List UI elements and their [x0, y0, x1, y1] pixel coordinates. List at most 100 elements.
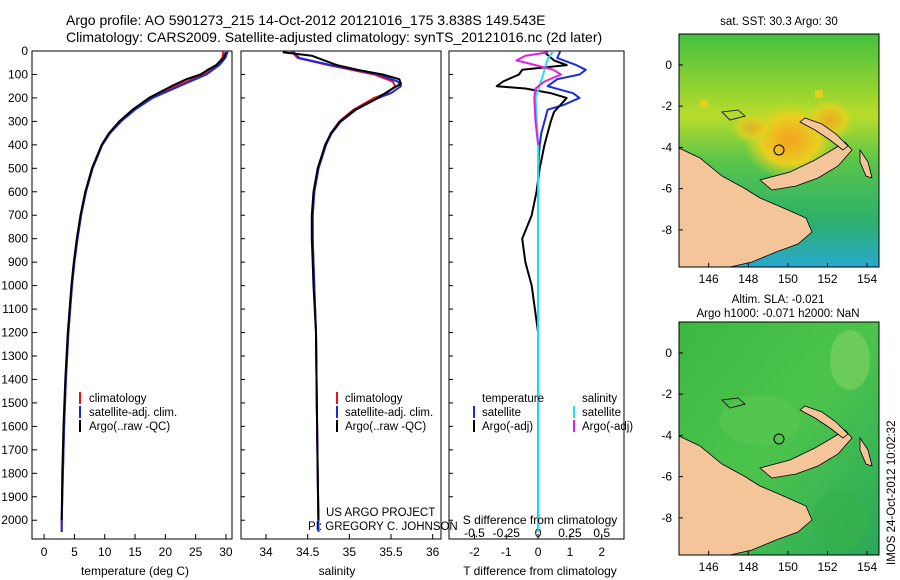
salinity-lines: [282, 51, 402, 533]
map-x-tick-label: 154: [857, 560, 877, 574]
project-credit: US ARGO PROJECT: [326, 507, 435, 519]
temperature-axes: 0 5 10 15 20 25 300100200300400500600700800900…: [1, 44, 233, 559]
sla-map: [679, 322, 879, 555]
argo-position-marker: [773, 144, 785, 156]
x-tick-label: 1: [567, 545, 574, 559]
map-x-tick-label: 150: [778, 272, 798, 286]
x-tick-label: 15: [128, 545, 142, 559]
salinity-axes: 34 34.5 35 35.5 36: [241, 50, 440, 559]
legend-temperature-title: temperature: [482, 393, 544, 405]
temperature-xlabel: temperature (deg C): [81, 564, 189, 578]
salinity-panel-frame: [240, 50, 442, 540]
diff-series-line-1: [495, 51, 568, 521]
map-y-tick-label: -2: [661, 387, 672, 401]
y-tick-label: 300: [8, 114, 28, 128]
legend-s-satellite: satellite: [582, 407, 621, 419]
x-tick-label: 36: [426, 545, 440, 559]
map-x-tick-label: 154: [857, 272, 877, 286]
legend-salinity-title: salinity: [582, 393, 617, 405]
x-tick-top-label: 0: [535, 526, 542, 540]
map-y-tick-label: -4: [661, 140, 672, 154]
legend-satellite-adj: satellite-adj. clim.: [345, 407, 433, 419]
diff-series-line-3: [515, 51, 562, 145]
y-tick-label: 1100: [2, 302, 28, 316]
x-tick-top-label: 0.5: [593, 526, 610, 540]
legend-satellite-adj: satellite-adj. clim.: [89, 407, 177, 419]
x-tick-label: 5: [71, 545, 78, 559]
y-tick-label: 1000: [1, 279, 28, 293]
y-tick-label: 1700: [1, 443, 28, 457]
figure-title-line1: Argo profile: AO 5901273_215 14-Oct-2012…: [66, 12, 546, 28]
y-tick-label: 1900: [1, 490, 28, 504]
x-tick-label: 30: [219, 545, 233, 559]
map-y-tick-label: -6: [661, 182, 672, 196]
x-tick-label: 34.5: [296, 545, 320, 559]
y-tick-label: 600: [8, 185, 28, 199]
y-tick-label: 1300: [1, 349, 28, 363]
difference-xlabel-top: S difference from climatology: [463, 513, 618, 527]
sla-map-axes: 146 148 150 152 154 0 -2 -4 -6 -8: [661, 346, 877, 574]
map-y-tick-label: 0: [665, 346, 672, 360]
y-tick-label: 700: [8, 208, 28, 222]
legend-s-argo: Argo(-adj): [582, 421, 633, 433]
map-x-tick-label: 148: [738, 560, 758, 574]
map-y-tick-label: -2: [661, 99, 672, 113]
x-tick-top-label: 0.25: [558, 526, 582, 540]
difference-legend: temperature salinity satellite Argo(-adj…: [473, 393, 633, 433]
x-tick-label: 2: [598, 545, 605, 559]
y-tick-label: 400: [8, 138, 28, 152]
y-tick-label: 800: [8, 232, 28, 246]
y-tick-label: 1500: [1, 396, 28, 410]
sst-map-title: sat. SST: 30.3 Argo: 30: [720, 16, 838, 28]
legend-t-argo: Argo(-adj): [482, 421, 533, 433]
difference-axes: -2 -1 0 1 2 -0.5 -0.25 0 0.25 0.5: [449, 50, 610, 559]
map-y-tick-label: -8: [661, 511, 672, 525]
y-tick-label: 200: [8, 91, 28, 105]
salinity-legend: climatology satellite-adj. clim. Argo(..…: [336, 392, 433, 433]
difference-xlabel: T difference from climatology: [463, 564, 617, 578]
legend-t-satellite: satellite: [482, 407, 521, 419]
x-tick-label: 10: [98, 545, 112, 559]
sst-map: [679, 34, 879, 267]
series-line-2: [282, 51, 402, 521]
x-tick-label: -1: [501, 545, 512, 559]
x-tick-label: 20: [159, 545, 173, 559]
y-tick-label: 500: [8, 161, 28, 175]
x-tick-label: 25: [189, 545, 203, 559]
map-x-tick-label: 148: [738, 272, 758, 286]
pi-credit: PI: GREGORY C. JOHNSON: [308, 521, 458, 533]
x-tick-label: 35: [343, 545, 357, 559]
legend-climatology: climatology: [89, 393, 147, 405]
legend-climatology: climatology: [345, 393, 403, 405]
figure-title-line2: Climatology: CARS2009. Satellite-adjuste…: [66, 29, 602, 45]
map-x-tick-label: 146: [699, 560, 719, 574]
temperature-panel-frame: [31, 50, 233, 540]
y-tick-label: 0: [21, 44, 28, 58]
x-tick-label: -2: [469, 545, 480, 559]
map-x-tick-label: 152: [817, 560, 837, 574]
y-tick-label: 2000: [1, 513, 28, 527]
y-tick-label: 100: [8, 67, 28, 81]
map-y-tick-label: -8: [661, 223, 672, 237]
sla-map-frame: [678, 321, 880, 556]
temperature-legend: climatology satellite-adj. clim. Argo(..…: [79, 392, 177, 433]
legend-argo: Argo(..raw -QC): [89, 421, 170, 433]
x-tick-label: 35.5: [379, 545, 403, 559]
map-x-tick-label: 150: [778, 560, 798, 574]
x-tick-top-label: -0.5: [464, 526, 485, 540]
map-y-tick-label: -6: [661, 470, 672, 484]
difference-lines: [495, 51, 587, 532]
sla-map-title-line2: Argo h1000: -0.071 h2000: NaN: [696, 308, 859, 320]
sst-map-axes: 146 148 150 152 154 0 -2 -4 -6 -8: [661, 58, 877, 286]
y-tick-label: 1200: [1, 326, 28, 340]
x-tick-label: 0: [41, 545, 48, 559]
map-x-tick-label: 146: [699, 272, 719, 286]
diff-series-line-2: [534, 51, 555, 532]
y-tick-label: 900: [8, 255, 28, 269]
y-tick-label: 1600: [1, 419, 28, 433]
map-x-tick-label: 152: [817, 272, 837, 286]
x-tick-top-label: -0.25: [493, 526, 521, 540]
legend-argo: Argo(..raw -QC): [345, 421, 426, 433]
sla-map-title-line1: Altim. SLA: -0.021: [732, 294, 825, 306]
